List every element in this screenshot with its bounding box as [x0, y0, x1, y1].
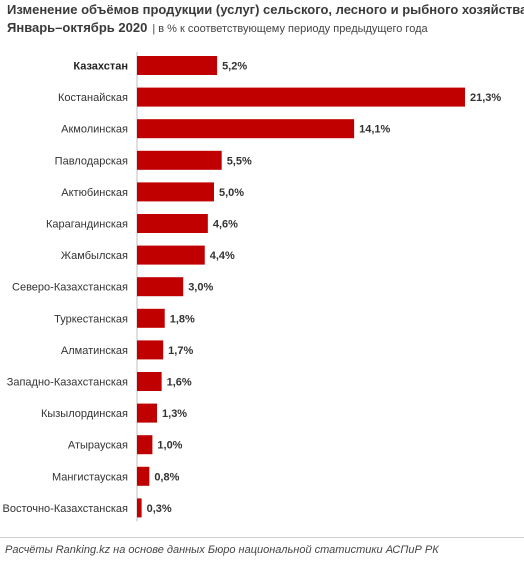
category-label-западно-казахстанская: Западно-Казахстанская	[7, 377, 128, 389]
value-label-костанайская: 21,3%	[470, 92, 501, 104]
footer-divider	[0, 537, 524, 538]
value-label-жамбылская: 4,4%	[210, 250, 235, 262]
unit-note: | в % к соответствующему периоду предыду…	[152, 23, 428, 35]
bar-северо-казахстанская	[137, 277, 184, 297]
category-label-акмолинская: Акмолинская	[61, 124, 128, 136]
bar-атырауская	[137, 435, 153, 455]
bar-костанайская	[137, 87, 465, 107]
category-label-восточно-казахстанская: Восточно-Казахстанская	[2, 503, 128, 515]
source-note: Расчёты Ranking.kz на основе данных Бюро…	[5, 544, 439, 556]
category-label-северо-казахстанская: Северо-Казахстанская	[12, 282, 128, 294]
category-label-актюбинская: Актюбинская	[61, 187, 128, 199]
bar-казахстан	[137, 56, 218, 75]
bar-кызылординская	[137, 403, 158, 423]
value-label-алматинская: 1,7%	[168, 345, 193, 357]
category-label-жамбылская: Жамбылская	[61, 250, 128, 262]
chart-subtitle-row: Январь–октябрь 2020 | в % к соответствующ…	[7, 19, 428, 37]
value-label-акмолинская: 14,1%	[359, 124, 390, 136]
category-label-мангистауская: Мангистауская	[52, 471, 128, 483]
value-label-кызылординская: 1,3%	[162, 408, 187, 420]
value-label-восточно-казахстанская: 0,3%	[147, 503, 172, 515]
chart-subtitle: Январь–октябрь 2020	[7, 20, 148, 35]
bar-туркестанская	[137, 308, 165, 328]
category-label-кызылординская: Кызылординская	[41, 408, 128, 420]
category-label-карагандинская: Карагандинская	[46, 219, 128, 231]
bar-актюбинская	[137, 182, 214, 202]
category-label-павлодарская: Павлодарская	[55, 155, 128, 167]
category-label-казахстан: Казахстан	[73, 61, 128, 73]
category-label-туркестанская: Туркестанская	[54, 313, 128, 325]
bar-акмолинская	[137, 119, 355, 139]
bar-западно-казахстанская	[137, 372, 162, 391]
value-label-актюбинская: 5,0%	[219, 187, 244, 199]
bar-жамбылская	[137, 245, 205, 265]
bar-павлодарская	[137, 150, 222, 170]
chart-title: Изменение объёмов продукции (услуг) сель…	[7, 2, 524, 17]
value-label-павлодарская: 5,5%	[227, 155, 252, 167]
value-label-карагандинская: 4,6%	[213, 219, 238, 231]
value-label-северо-казахстанская: 3,0%	[188, 282, 213, 294]
category-label-алматинская: Алматинская	[61, 345, 128, 357]
bar-chart: Казахстан 5,2% Костанайская 21,3% Акмолинска…	[2, 52, 501, 522]
value-label-казахстан: 5,2%	[222, 61, 247, 73]
value-label-западно-казахстанская: 1,6%	[167, 377, 192, 389]
category-label-костанайская: Костанайская	[58, 92, 128, 104]
bar-карагандинская	[137, 214, 208, 233]
value-label-туркестанская: 1,8%	[170, 313, 195, 325]
bar-мангистауская	[137, 466, 150, 486]
value-label-мангистауская: 0,8%	[154, 471, 179, 483]
bar-восточно-казахстанская	[137, 498, 142, 518]
value-label-атырауская: 1,0%	[157, 440, 182, 452]
category-label-атырауская: Атырауская	[68, 440, 128, 452]
bar-алматинская	[137, 340, 164, 360]
